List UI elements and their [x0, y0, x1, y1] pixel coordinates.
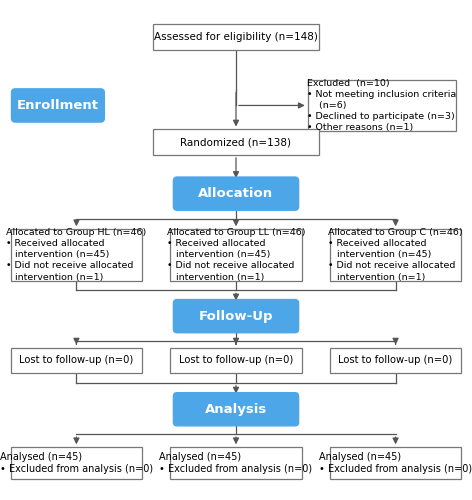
FancyBboxPatch shape — [11, 89, 104, 122]
Text: Follow-Up: Follow-Up — [199, 310, 273, 322]
Text: Assessed for eligibility (n=148): Assessed for eligibility (n=148) — [154, 32, 318, 42]
FancyBboxPatch shape — [170, 447, 302, 479]
Text: Excluded  (n=10)
• Not meeting inclusion criteria
    (n=6)
• Declined to partic: Excluded (n=10) • Not meeting inclusion … — [307, 78, 456, 132]
Text: Lost to follow-up (n=0): Lost to follow-up (n=0) — [338, 355, 453, 365]
Text: Lost to follow-up (n=0): Lost to follow-up (n=0) — [179, 355, 293, 365]
FancyBboxPatch shape — [10, 348, 143, 373]
FancyBboxPatch shape — [153, 24, 319, 50]
Text: Analysed (n=45)
• Excluded from analysis (n=0): Analysed (n=45) • Excluded from analysis… — [160, 452, 312, 474]
FancyBboxPatch shape — [170, 229, 302, 280]
Text: Analysed (n=45)
• Excluded from analysis (n=0): Analysed (n=45) • Excluded from analysis… — [319, 452, 472, 474]
FancyBboxPatch shape — [173, 300, 299, 333]
Text: Allocation: Allocation — [198, 187, 274, 200]
FancyBboxPatch shape — [10, 447, 143, 479]
FancyBboxPatch shape — [329, 348, 462, 373]
Text: Allocated to Group LL (n=46)
• Received allocated
   intervention (n=45)
• Did n: Allocated to Group LL (n=46) • Received … — [167, 228, 305, 281]
FancyBboxPatch shape — [329, 447, 462, 479]
Text: Randomized (n=138): Randomized (n=138) — [180, 137, 292, 147]
FancyBboxPatch shape — [329, 229, 462, 280]
FancyBboxPatch shape — [173, 177, 299, 210]
FancyBboxPatch shape — [170, 348, 302, 373]
FancyBboxPatch shape — [308, 80, 455, 131]
FancyBboxPatch shape — [173, 392, 299, 426]
FancyBboxPatch shape — [153, 130, 319, 155]
Text: Enrollment: Enrollment — [17, 99, 99, 112]
Text: Analysis: Analysis — [205, 403, 267, 416]
Text: Analysed (n=45)
• Excluded from analysis (n=0): Analysed (n=45) • Excluded from analysis… — [0, 452, 153, 474]
FancyBboxPatch shape — [10, 229, 143, 280]
Text: Lost to follow-up (n=0): Lost to follow-up (n=0) — [19, 355, 134, 365]
Text: Allocated to Group C (n=46)
• Received allocated
   intervention (n=45)
• Did no: Allocated to Group C (n=46) • Received a… — [328, 228, 463, 281]
Text: Allocated to Group HL (n=46)
• Received allocated
   intervention (n=45)
• Did n: Allocated to Group HL (n=46) • Received … — [6, 228, 146, 281]
